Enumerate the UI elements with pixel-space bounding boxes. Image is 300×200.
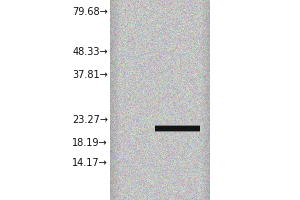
Text: 37.81→: 37.81→ xyxy=(72,70,108,80)
Text: 79.68→: 79.68→ xyxy=(72,7,108,17)
Text: 14.17→: 14.17→ xyxy=(72,158,108,168)
Text: 48.33→: 48.33→ xyxy=(72,47,108,57)
Text: 18.19→: 18.19→ xyxy=(72,138,108,148)
Text: 23.27→: 23.27→ xyxy=(72,115,108,125)
